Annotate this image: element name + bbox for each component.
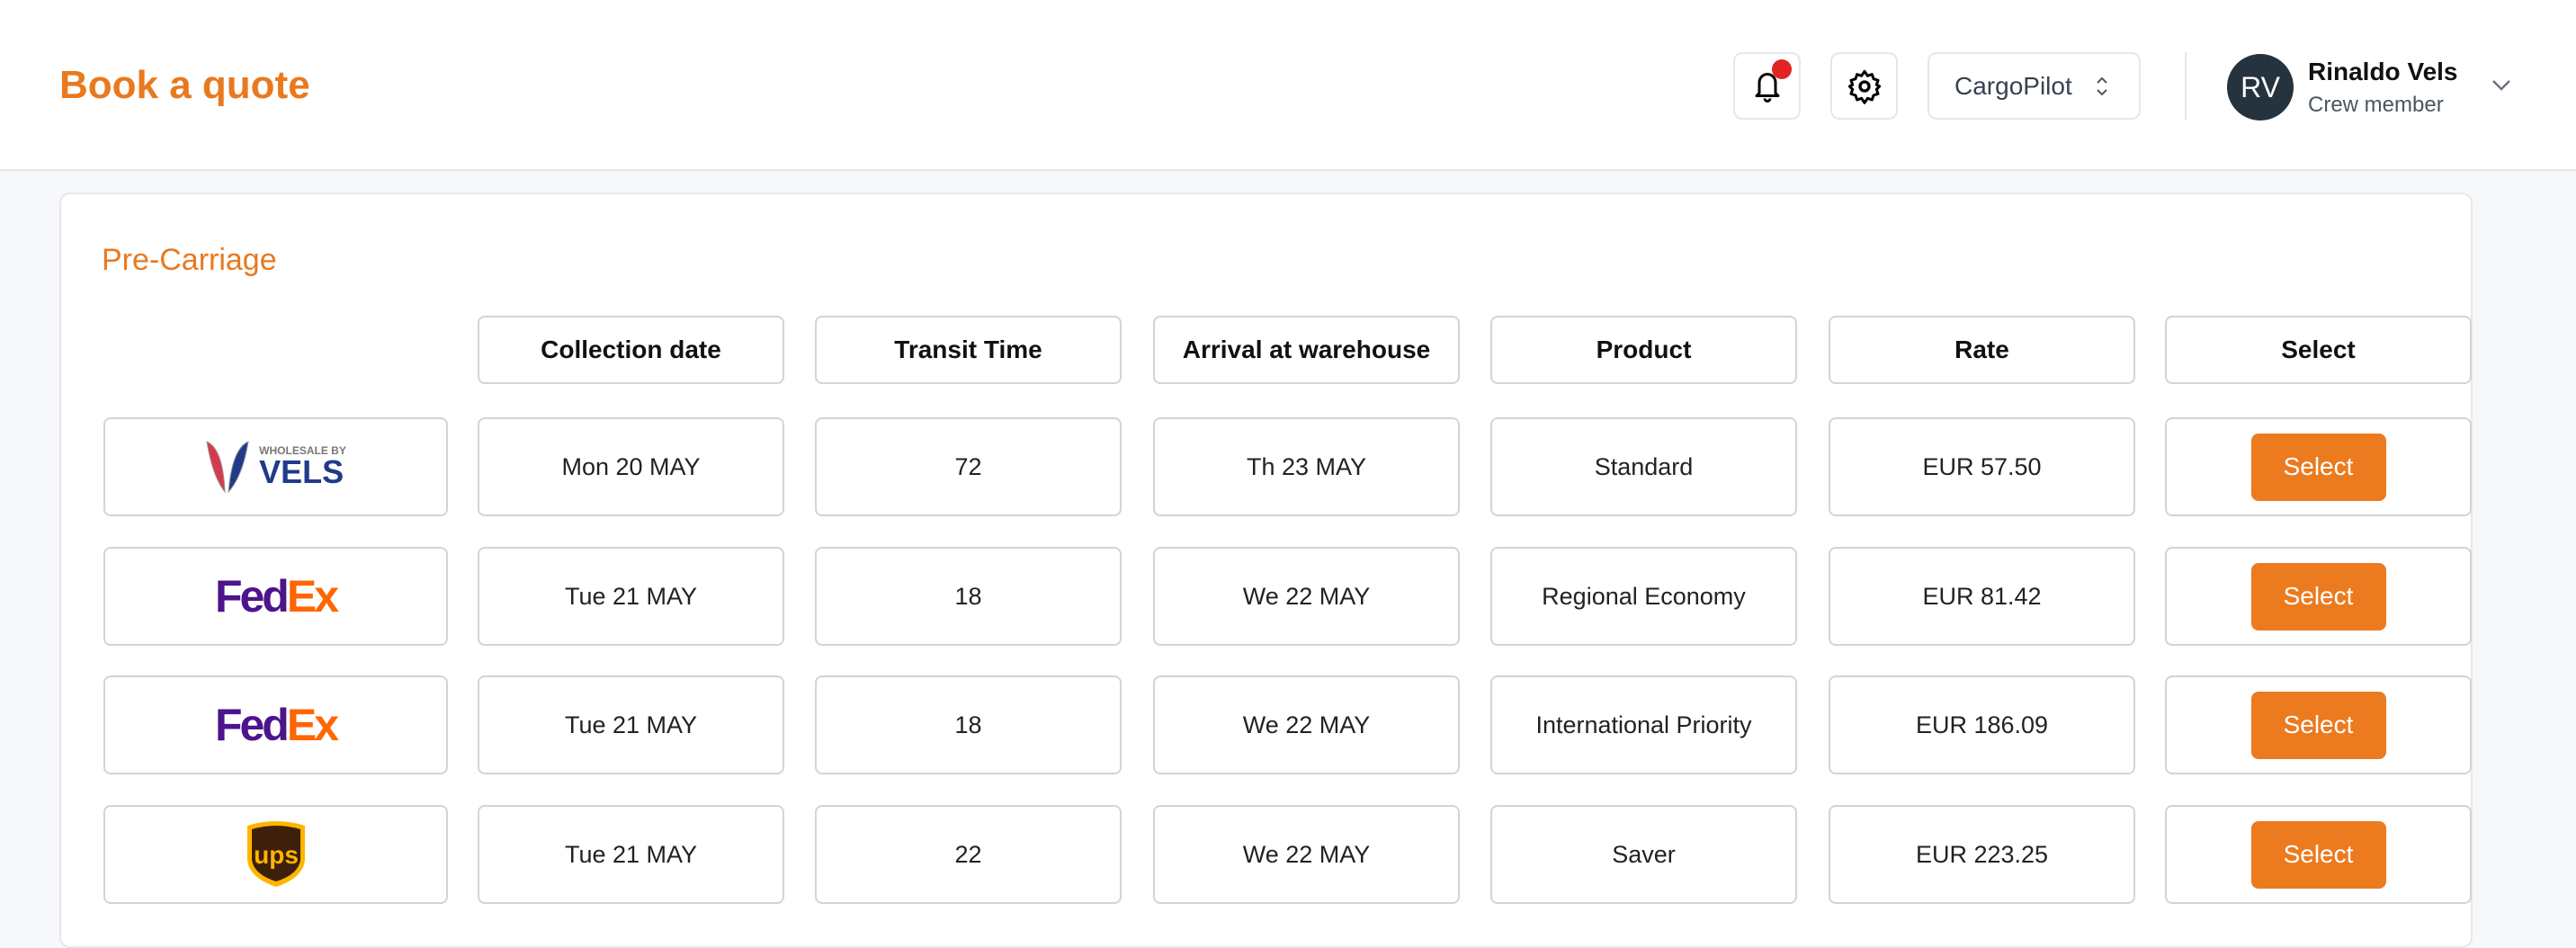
top-header: Book a quote CargoPilot RV Rinaldo Vels … bbox=[0, 0, 2576, 171]
cell-rate: EUR 81.42 bbox=[1829, 547, 2135, 646]
cell-rate: EUR 223.25 bbox=[1829, 805, 2135, 904]
column-header: Product bbox=[1490, 316, 1797, 384]
carrier-logo-cell: WHOLESALE BY VELS bbox=[103, 417, 448, 516]
svg-text:ups: ups bbox=[254, 841, 299, 869]
cell-collection-date: Tue 21 MAY bbox=[478, 547, 784, 646]
avatar[interactable]: RV bbox=[2227, 54, 2294, 121]
chevron-down-icon[interactable] bbox=[2488, 72, 2515, 99]
column-header: Arrival at warehouse bbox=[1153, 316, 1460, 384]
notifications-button[interactable] bbox=[1733, 52, 1801, 120]
user-role: Crew member bbox=[2308, 93, 2444, 117]
notification-dot bbox=[1772, 59, 1792, 79]
carrier-logo-cell: FedEx bbox=[103, 675, 448, 774]
section-title: Pre-Carriage bbox=[102, 243, 277, 277]
column-header: Transit Time bbox=[815, 316, 1122, 384]
cell-arrival: We 22 MAY bbox=[1153, 805, 1460, 904]
cell-product: Regional Economy bbox=[1490, 547, 1797, 646]
vels-logo: WHOLESALE BY VELS bbox=[205, 440, 346, 494]
cell-transit-time: 72 bbox=[815, 417, 1122, 516]
organization-name: CargoPilot bbox=[1954, 71, 2072, 100]
chevron-up-down-icon bbox=[2097, 76, 2107, 95]
fedex-logo: FedEx bbox=[214, 571, 339, 622]
select-cell: Select bbox=[2165, 547, 2472, 646]
cell-collection-date: Mon 20 MAY bbox=[478, 417, 784, 516]
column-header: Rate bbox=[1829, 316, 2135, 384]
select-button[interactable]: Select bbox=[2250, 820, 2386, 889]
cell-arrival: We 22 MAY bbox=[1153, 675, 1460, 774]
select-button[interactable]: Select bbox=[2250, 691, 2386, 759]
header-divider bbox=[2185, 52, 2187, 121]
cell-product: International Priority bbox=[1490, 675, 1797, 774]
select-cell: Select bbox=[2165, 805, 2472, 904]
user-name: Rinaldo Vels bbox=[2308, 58, 2458, 85]
cell-collection-date: Tue 21 MAY bbox=[478, 805, 784, 904]
fedex-logo: FedEx bbox=[214, 700, 339, 750]
select-button[interactable]: Select bbox=[2250, 433, 2386, 501]
cell-collection-date: Tue 21 MAY bbox=[478, 675, 784, 774]
settings-button[interactable] bbox=[1830, 52, 1898, 120]
cell-arrival: We 22 MAY bbox=[1153, 547, 1460, 646]
column-header: Collection date bbox=[478, 316, 784, 384]
cell-transit-time: 18 bbox=[815, 547, 1122, 646]
organization-selector[interactable]: CargoPilot bbox=[1928, 52, 2141, 120]
cell-transit-time: 18 bbox=[815, 675, 1122, 774]
bell-icon bbox=[1755, 72, 1779, 103]
carrier-logo-cell: FedEx bbox=[103, 547, 448, 646]
select-cell: Select bbox=[2165, 417, 2472, 516]
cell-product: Standard bbox=[1490, 417, 1797, 516]
select-button[interactable]: Select bbox=[2250, 562, 2386, 631]
page-title: Book a quote bbox=[59, 63, 310, 107]
cell-arrival: Th 23 MAY bbox=[1153, 417, 1460, 516]
select-cell: Select bbox=[2165, 675, 2472, 774]
gear-icon bbox=[1847, 69, 1881, 104]
cell-rate: EUR 186.09 bbox=[1829, 675, 2135, 774]
column-header: Select bbox=[2165, 316, 2472, 384]
ups-logo: ups bbox=[246, 821, 305, 887]
cell-rate: EUR 57.50 bbox=[1829, 417, 2135, 516]
cell-product: Saver bbox=[1490, 805, 1797, 904]
cell-transit-time: 22 bbox=[815, 805, 1122, 904]
carrier-logo-cell: ups bbox=[103, 805, 448, 904]
